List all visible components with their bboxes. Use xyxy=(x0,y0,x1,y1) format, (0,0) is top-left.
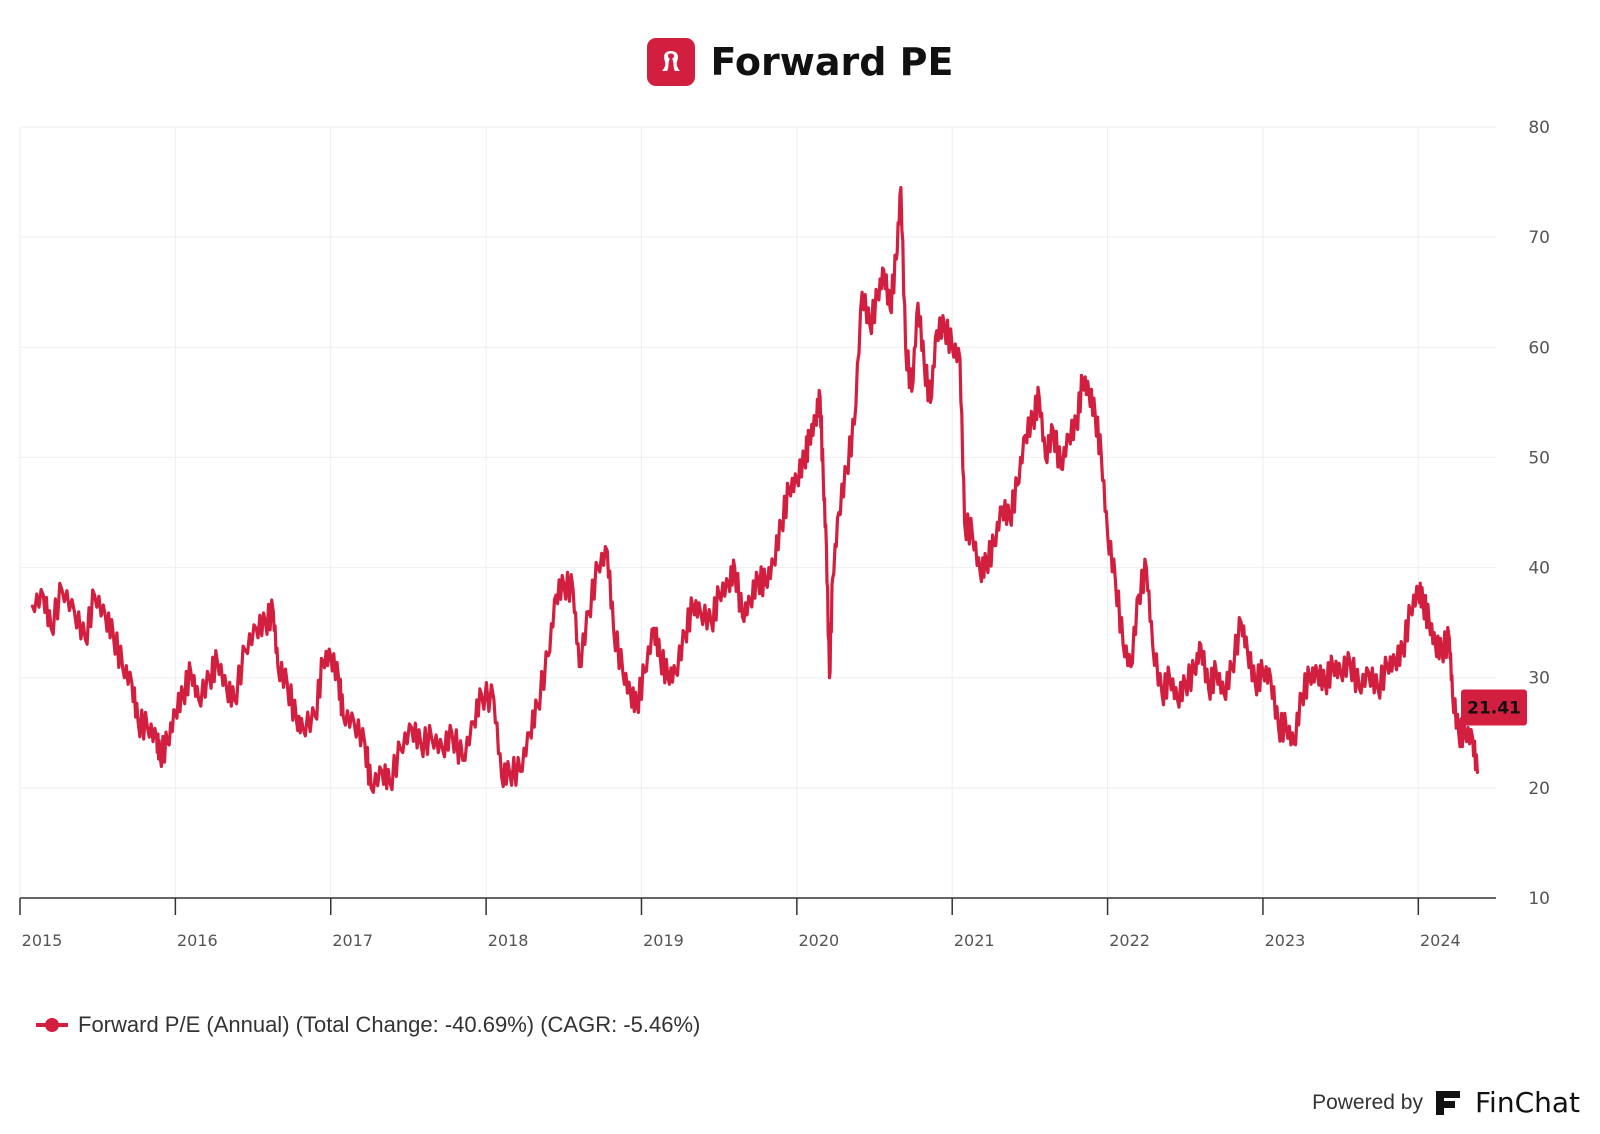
series-line-forward-pe xyxy=(30,186,1479,794)
x-tick-label: 2015 xyxy=(22,931,63,950)
y-axis-ticks: 80 70 60 50 40 30 20 10 xyxy=(1528,118,1550,909)
y-tick-label: 60 xyxy=(1528,338,1550,358)
lululemon-logo-icon xyxy=(646,38,695,86)
y-tick-label: 20 xyxy=(1528,779,1550,799)
x-tick-label: 2016 xyxy=(177,931,218,950)
y-tick-label: 70 xyxy=(1528,228,1550,248)
x-tick-label: 2018 xyxy=(488,931,529,950)
x-tick-label: 2024 xyxy=(1420,931,1461,950)
x-tick-label: 2019 xyxy=(643,931,684,950)
chart-title: Forward PE xyxy=(710,40,954,84)
chart-legend[interactable]: Forward P/E (Annual) (Total Change: -40.… xyxy=(36,1012,700,1038)
chart-grid xyxy=(19,126,1496,898)
x-tick-label: 2021 xyxy=(954,931,995,950)
x-tick-label: 2017 xyxy=(332,931,373,950)
finchat-logo-icon xyxy=(1435,1090,1460,1115)
y-tick-label: 10 xyxy=(1528,889,1550,909)
y-tick-label: 80 xyxy=(1528,118,1550,138)
x-tick-label: 2022 xyxy=(1109,931,1150,950)
last-value-text: 21.41 xyxy=(1467,698,1521,718)
y-tick-label: 40 xyxy=(1528,559,1550,579)
chart-header: Forward PE xyxy=(0,34,1600,90)
x-axis: 2015 2016 2017 2018 2019 2020 2021 2022 2023 2024 xyxy=(19,897,1496,950)
last-value-box xyxy=(1461,689,1527,726)
legend-marker-icon xyxy=(36,1018,68,1032)
powered-by-text: Powered by xyxy=(1312,1090,1423,1114)
legend-label: Forward P/E (Annual) (Total Change: -40.… xyxy=(78,1012,701,1037)
x-tick-label: 2020 xyxy=(798,931,839,950)
y-tick-label: 30 xyxy=(1528,669,1550,689)
footer-attribution[interactable]: Powered by FinChat xyxy=(1312,1086,1580,1119)
finchat-brand: FinChat xyxy=(1474,1086,1580,1119)
y-tick-label: 50 xyxy=(1528,448,1550,468)
last-value-badge: 21.41 xyxy=(1461,689,1527,726)
x-tick-label: 2023 xyxy=(1265,931,1306,950)
